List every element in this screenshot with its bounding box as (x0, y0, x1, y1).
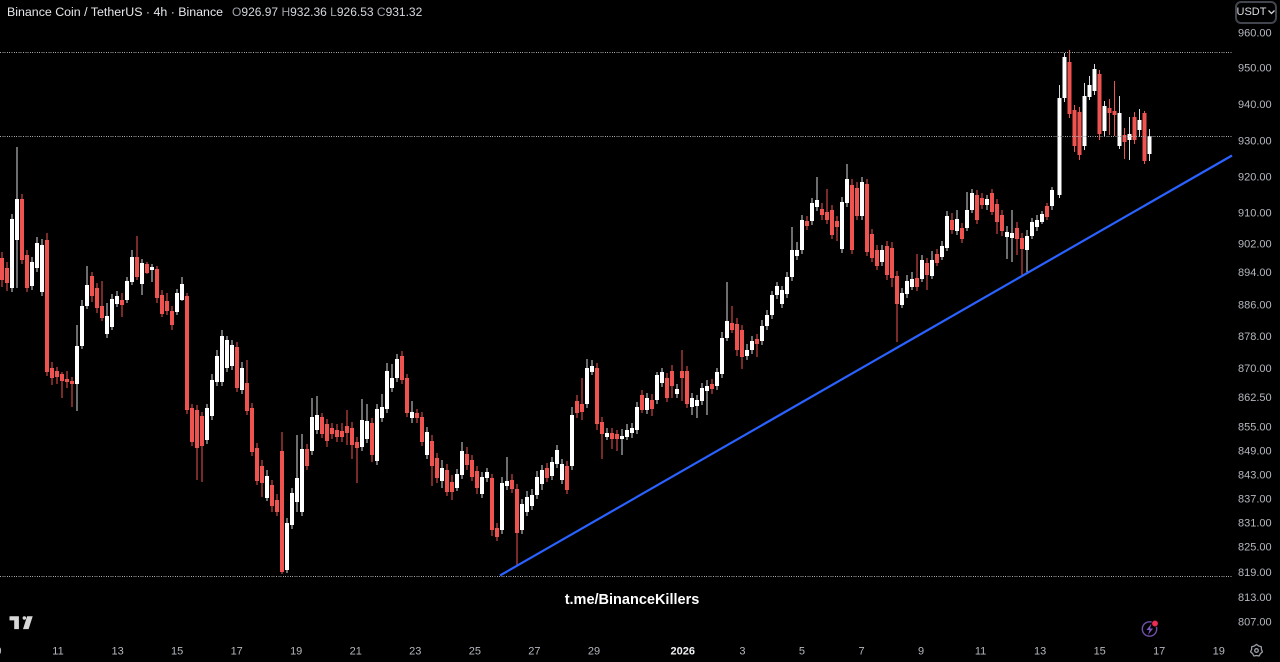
svg-text:15: 15 (1094, 646, 1106, 658)
svg-text:11: 11 (52, 646, 63, 658)
svg-text:9: 9 (918, 646, 924, 658)
svg-text:15: 15 (171, 646, 183, 658)
svg-text:807.00: 807.00 (1238, 617, 1272, 629)
svg-text:950.00: 950.00 (1238, 63, 1272, 75)
svg-text:5: 5 (799, 646, 805, 658)
svg-text:7: 7 (858, 646, 864, 658)
svg-text:837.00: 837.00 (1238, 494, 1272, 506)
svg-text:886.00: 886.00 (1238, 300, 1272, 312)
svg-text:920.00: 920.00 (1238, 172, 1272, 184)
svg-text:819.00: 819.00 (1238, 567, 1272, 579)
svg-text:902.00: 902.00 (1238, 239, 1272, 251)
svg-text:849.00: 849.00 (1238, 446, 1272, 458)
svg-text:13: 13 (111, 646, 123, 658)
svg-text:862.50: 862.50 (1238, 392, 1272, 404)
svg-text:831.00: 831.00 (1238, 518, 1272, 530)
svg-text:t.me/BinanceKillers: t.me/BinanceKillers (565, 592, 700, 608)
svg-text:940.00: 940.00 (1238, 99, 1272, 111)
svg-text:19: 19 (1213, 646, 1225, 658)
svg-text:9: 9 (0, 646, 2, 658)
svg-text:855.00: 855.00 (1238, 422, 1272, 434)
svg-text:843.00: 843.00 (1238, 470, 1272, 482)
svg-text:878.00: 878.00 (1238, 331, 1272, 343)
svg-text:2026: 2026 (671, 646, 695, 658)
svg-text:960.00: 960.00 (1238, 28, 1272, 40)
svg-text:870.00: 870.00 (1238, 363, 1272, 375)
svg-text:930.00: 930.00 (1238, 136, 1272, 148)
svg-text:894.00: 894.00 (1238, 267, 1272, 279)
svg-text:17: 17 (1153, 646, 1165, 658)
svg-text:910.00: 910.00 (1238, 208, 1272, 220)
svg-text:17: 17 (231, 646, 243, 658)
svg-text:825.00: 825.00 (1238, 542, 1272, 554)
svg-text:19: 19 (290, 646, 302, 658)
svg-text:27: 27 (528, 646, 540, 658)
svg-text:11: 11 (975, 646, 986, 658)
svg-text:13: 13 (1034, 646, 1046, 658)
svg-text:23: 23 (409, 646, 421, 658)
svg-text:29: 29 (588, 646, 600, 658)
svg-text:813.00: 813.00 (1238, 592, 1272, 604)
svg-text:21: 21 (350, 646, 362, 658)
svg-text:3: 3 (739, 646, 745, 658)
svg-text:25: 25 (469, 646, 481, 658)
